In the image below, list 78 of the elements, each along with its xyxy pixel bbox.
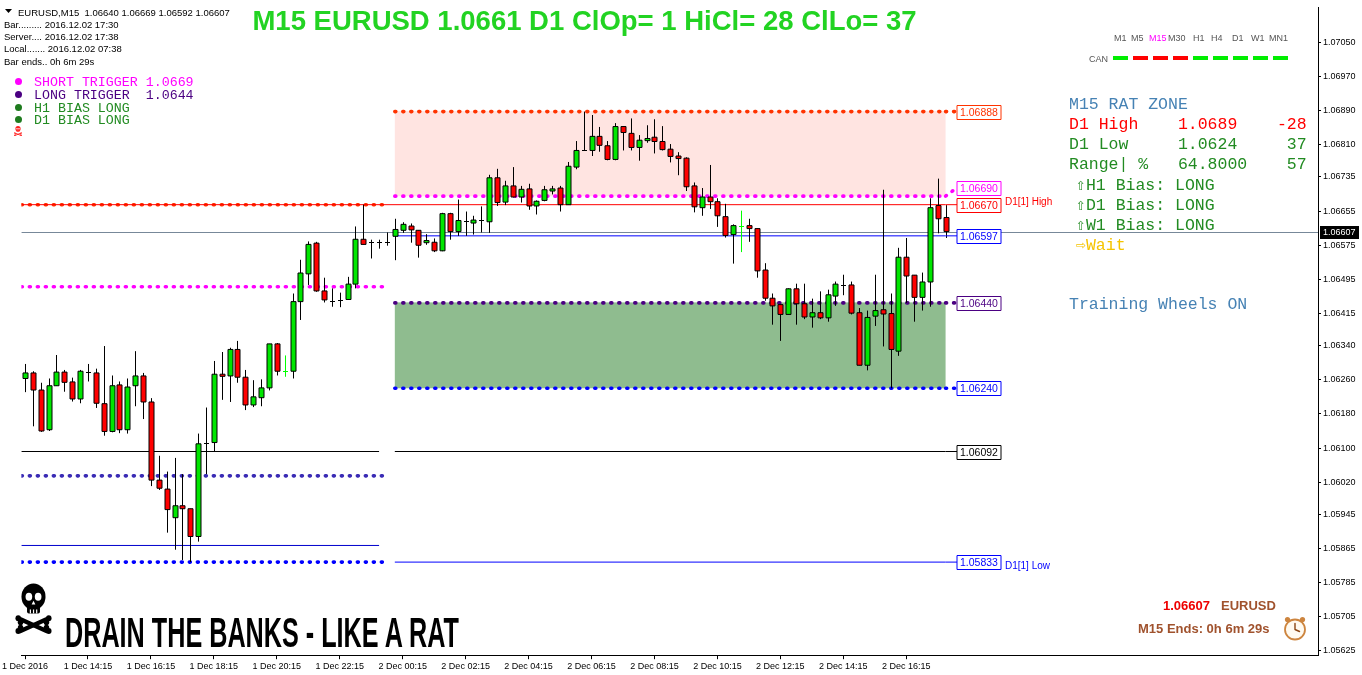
x-tick-label: 2 Dec 04:15: [504, 661, 553, 672]
x-tick-label: 1 Dec 16:15: [126, 661, 176, 672]
chart-title: M15 EURUSD 1.0661 D1 ClOp= 1 HiCl= 28 ClLo= 37: [252, 5, 917, 37]
annotation: H1 BIAS LONG: [34, 100, 130, 116]
x-tick-label: 2 Dec 00:15: [378, 661, 427, 672]
annotation: EURUSD,M15 1.06640 1.06669 1.06592 1.06607: [18, 6, 230, 18]
y-tick-label: 1.06735: [1323, 171, 1356, 182]
annotation: MN1: [1269, 32, 1289, 43]
x-tick-label: 1 Dec 18:15: [189, 661, 239, 672]
annotation: EURUSD: [1221, 598, 1276, 613]
annotation: D1 BIAS LONG: [34, 113, 130, 129]
annotation: D1[1] High: [1005, 196, 1053, 208]
annotation: ⇧W1 Bias: LONG: [1076, 215, 1215, 235]
y-tick-label: 1.06100: [1323, 442, 1356, 453]
y-tick-label: 1.06020: [1323, 476, 1356, 487]
y-tick-label: 1.06260: [1323, 374, 1356, 385]
y-tick-label: 1.06575: [1323, 239, 1356, 250]
y-tick-label: 1.05865: [1323, 542, 1356, 553]
legend-label: 1.06597: [960, 229, 999, 242]
annotation: D1 High 1.0689 -28: [1069, 114, 1307, 134]
annotation: M1: [1114, 32, 1127, 43]
x-tick-label: 1 Dec 14:15: [63, 661, 113, 672]
annotation: SHORT TRIGGER 1.0669: [34, 74, 194, 90]
annotation: W1: [1251, 32, 1265, 43]
y-tick-label: 1.07050: [1323, 36, 1356, 47]
annotation: M15 Ends: 0h 6m 29s: [1138, 621, 1270, 636]
y-tick-label: 1.05705: [1323, 611, 1356, 622]
x-tick-label: 1 Dec 22:15: [315, 661, 365, 672]
y-tick-label: 1.05945: [1323, 508, 1356, 519]
annotation: ⇨Wait: [1076, 234, 1126, 255]
annotation: H4: [1211, 32, 1223, 43]
annotation: Training Wheels ON: [1069, 294, 1248, 314]
annotation: Server.... 2016.12.02 17:38: [4, 30, 119, 42]
annotation: Local....... 2016.12.02 07:38: [4, 42, 122, 54]
annotation: ⇧H1 Bias: LONG: [1076, 175, 1215, 195]
x-tick-label: 2 Dec 06:15: [567, 661, 616, 672]
annotation: M5: [1131, 32, 1144, 43]
legend-label: 1.05833: [960, 555, 999, 568]
legend-label: 1.06670: [960, 198, 999, 211]
legend-label: 1.06888: [960, 105, 999, 118]
y-tick-label: 1.06970: [1323, 71, 1356, 82]
legend-label: 1.06440: [960, 296, 999, 309]
annotation: DRAIN THE BANKS - LIKE A RAT: [65, 609, 459, 657]
annotation: D1 Low 1.0624 37: [1069, 134, 1307, 154]
annotation: H1: [1193, 32, 1205, 43]
x-tick-label: 2 Dec 02:15: [441, 661, 490, 672]
legend-label: 1.06240: [960, 381, 999, 394]
y-tick-label: 1.06810: [1323, 139, 1356, 150]
y-tick-label: 1.06495: [1323, 273, 1356, 284]
legend-label: 1.06092: [960, 445, 999, 458]
x-tick-label: 2 Dec 08:15: [630, 661, 679, 672]
y-tick-label: 1.06340: [1323, 340, 1356, 351]
annotation: M15 RAT ZONE: [1069, 94, 1188, 114]
annotation: D1[1] Low: [1005, 560, 1051, 572]
y-tick-label: 1.06655: [1323, 205, 1356, 216]
annotation: CAN: [1089, 53, 1109, 64]
x-tick-label: 2 Dec 12:15: [756, 661, 805, 672]
x-tick-label: 1 Dec 20:15: [252, 661, 302, 672]
x-tick-label: 2 Dec 16:15: [881, 661, 931, 672]
y-tick-label: 1.06415: [1323, 308, 1356, 319]
y-tick-label: 1.05625: [1323, 645, 1356, 656]
annotation: Range| % 64.8000 57: [1069, 154, 1307, 174]
y-tick-label: 1.06180: [1323, 408, 1356, 419]
x-tick-label: 2 Dec 10:15: [693, 661, 742, 672]
annotation: M15: [1149, 32, 1167, 43]
annotation: 1.06607: [1163, 598, 1210, 613]
x-tick-label: 2 Dec 14:15: [819, 661, 868, 672]
annotation: Bar ends.. 0h 6m 29s: [4, 55, 95, 67]
ref-line-label: 1.06607: [1323, 226, 1356, 237]
annotation: D1: [1232, 32, 1244, 43]
y-tick-label: 1.05785: [1323, 577, 1356, 588]
annotation: ⇧D1 Bias: LONG: [1076, 195, 1215, 215]
x-tick-label: 1 Dec 2016: [2, 661, 49, 672]
annotation: Bar......... 2016.12.02 17:30: [4, 18, 119, 30]
y-tick-label: 1.06890: [1323, 105, 1356, 116]
legend-label: 1.06690: [960, 181, 999, 194]
annotation: LONG TRIGGER 1.0644: [34, 87, 194, 103]
annotation: M30: [1168, 32, 1186, 43]
